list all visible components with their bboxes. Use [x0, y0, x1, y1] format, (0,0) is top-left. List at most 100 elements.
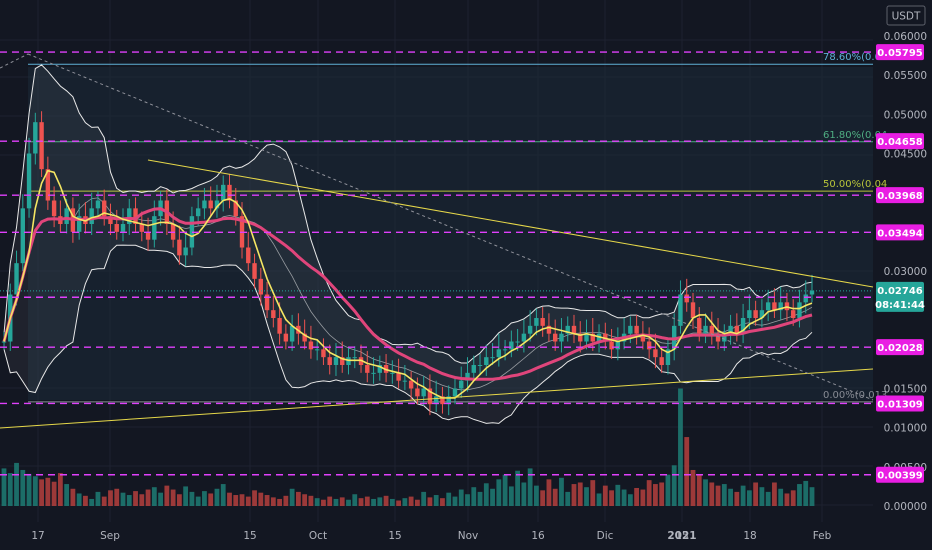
volume-bar: [471, 487, 477, 506]
volume-bar: [753, 482, 759, 506]
candle-body: [145, 231, 151, 240]
volume-bar: [377, 497, 383, 506]
candle-body: [515, 341, 520, 343]
volume-bar: [32, 476, 38, 506]
volume-bar: [383, 495, 389, 506]
volume-bar: [239, 494, 245, 506]
volume-bar: [797, 484, 802, 506]
volume-bar: [546, 479, 552, 506]
volume-bar: [646, 480, 652, 506]
candle-body: [628, 325, 633, 334]
volume-bar: [51, 481, 57, 506]
volume-bar: [496, 479, 502, 506]
candle-body: [527, 325, 533, 334]
volume-bar: [433, 495, 439, 506]
volume-bar: [108, 490, 113, 506]
x-tick-label: 2021: [667, 530, 696, 542]
candle-body: [496, 349, 502, 358]
volume-bar: [189, 491, 195, 506]
candle-body: [765, 302, 771, 311]
level-tag-label: 0.00399: [877, 471, 923, 482]
candle-body: [665, 349, 671, 366]
candle-body: [51, 200, 57, 217]
volume-bar: [220, 484, 226, 506]
volume-bar: [477, 491, 483, 506]
volume-bar: [596, 493, 602, 506]
volume-bar: [89, 498, 95, 506]
candle-body: [227, 184, 232, 201]
candle-body: [565, 325, 570, 334]
volume-bar: [227, 492, 232, 506]
candle-body: [753, 310, 758, 319]
candle-body: [534, 318, 539, 326]
candle-body: [578, 333, 583, 342]
candle-body: [214, 200, 220, 209]
candle-body: [327, 357, 332, 366]
x-tick-label: Oct: [309, 530, 327, 542]
candle-body: [127, 208, 132, 225]
volume-bar: [559, 477, 564, 506]
candle-body: [446, 396, 451, 405]
candle-body: [546, 325, 552, 334]
candle-body: [333, 357, 339, 366]
volume-bar: [527, 468, 533, 506]
candle-body: [208, 200, 213, 209]
candle-body: [678, 294, 683, 326]
volume-bar: [508, 486, 514, 506]
candle-body: [1, 341, 7, 343]
volume-bar: [746, 490, 752, 506]
volume-bar: [515, 470, 521, 506]
volume-bar: [552, 488, 558, 506]
candle-body: [571, 325, 577, 334]
currency-label[interactable]: USDT: [892, 11, 921, 23]
volume-bar: [690, 469, 696, 506]
volume-bar: [26, 473, 32, 506]
candle-body: [120, 224, 126, 232]
candle-body: [108, 216, 113, 225]
candle-body: [640, 333, 646, 342]
y-tick-label: 0.03000: [884, 266, 927, 278]
volume-bar: [584, 487, 589, 506]
volume-bar: [565, 491, 571, 506]
volume-bar: [621, 489, 627, 506]
candle-body: [791, 310, 796, 319]
candle-body: [722, 333, 727, 342]
candle-body: [615, 341, 621, 350]
fib-retracement[interactable]: 78.60%(0.05 61.80%(0.04 50.00%(0.04 0.00%(0…: [28, 52, 887, 403]
candle-body: [377, 365, 383, 373]
volume-bar: [665, 474, 671, 506]
level-tag-label: 0.03494: [877, 228, 923, 239]
candle-body: [684, 294, 689, 303]
volume-bar: [195, 496, 201, 506]
volume-bar: [615, 484, 621, 506]
volume-bar: [114, 488, 120, 506]
horizontal-levels[interactable]: [0, 51, 873, 476]
volume-bar: [490, 488, 495, 506]
volume-bar: [76, 493, 82, 506]
volume-bar: [740, 485, 746, 506]
candle-body: [308, 341, 314, 350]
volume-bar: [371, 498, 376, 506]
volume-bar: [120, 492, 126, 506]
fib-label: 0.00%(0.013: [823, 390, 887, 401]
last-price-tag: [876, 281, 924, 312]
candle-body: [139, 224, 144, 232]
candle-body: [590, 333, 595, 342]
currency-badge[interactable]: USDT: [886, 5, 926, 26]
candle-body: [415, 388, 420, 397]
volume-bar: [389, 498, 395, 506]
volume-bar: [521, 482, 527, 506]
candle-body: [490, 357, 495, 359]
drawn-lines[interactable]: [0, 53, 874, 429]
candle-body: [502, 349, 508, 351]
candle-body: [195, 208, 201, 217]
volume-bar: [270, 497, 276, 506]
volume-bar: [421, 491, 427, 506]
candle-body: [95, 200, 101, 209]
candle-body: [221, 184, 226, 201]
candle-body: [102, 200, 107, 217]
candle-body: [258, 278, 264, 295]
volume-bar: [790, 490, 796, 506]
